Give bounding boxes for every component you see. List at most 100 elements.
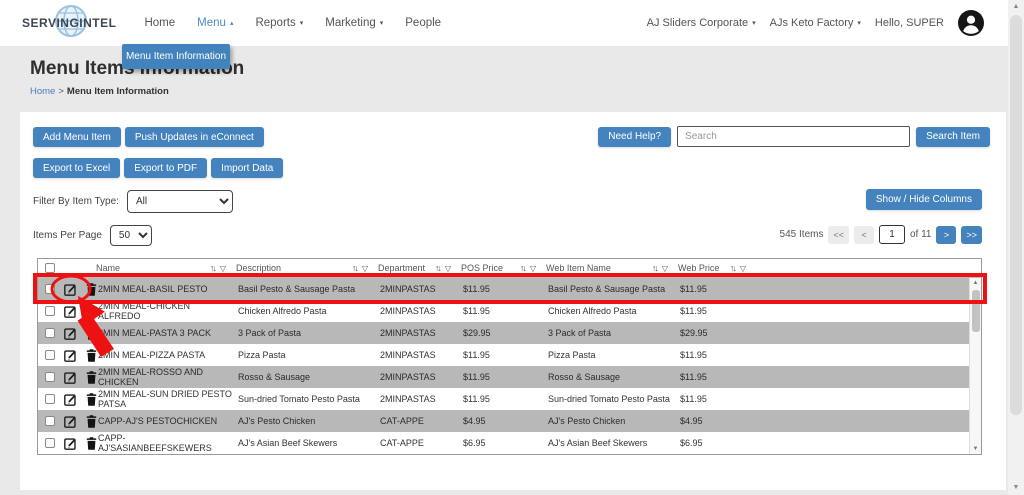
sort-icon[interactable]: ↑↓ <box>351 263 359 273</box>
row-checkbox[interactable] <box>45 328 55 338</box>
scroll-down-icon[interactable]: ▼ <box>1012 484 1020 491</box>
filter-icon[interactable]: ▽ <box>661 263 668 273</box>
sort-icon[interactable]: ↑↓ <box>434 263 442 273</box>
table-row: CAPP-AJ'SASIANBEEFSKEWERS AJ's Asian Beef… <box>38 432 981 454</box>
page-of-label: of 11 <box>909 229 932 240</box>
toolbar-row-1: Add Menu Item Push Updates in eConnect <box>33 127 264 147</box>
row-checkbox[interactable] <box>45 394 55 404</box>
filter-icon[interactable]: ▽ <box>219 263 226 273</box>
corporate-selector[interactable]: AJ Sliders Corporate ▾ <box>646 17 756 29</box>
row-actions <box>38 282 97 296</box>
sort-icon[interactable]: ↑↓ <box>209 263 217 273</box>
page-scrollbar-thumb[interactable] <box>1010 15 1022 415</box>
edit-icon[interactable] <box>64 371 77 384</box>
cell-pos-price: $11.95 <box>463 306 490 316</box>
nav-item-home[interactable]: Home <box>144 17 176 29</box>
table-row: 2MIN MEAL-ROSSO AND CHICKEN Rosso & Sausa… <box>38 366 981 388</box>
header-description: Description ↑↓ ▽ <box>236 263 368 273</box>
row-checkbox[interactable] <box>45 350 55 360</box>
row-checkbox[interactable] <box>45 284 55 294</box>
row-checkbox[interactable] <box>45 306 55 316</box>
select-all-checkbox[interactable] <box>45 263 55 273</box>
row-actions <box>38 436 99 450</box>
search-item-button[interactable]: Search Item <box>916 126 990 147</box>
row-checkbox[interactable] <box>45 416 55 426</box>
store-selector[interactable]: AJs Keto Factory ▾ <box>769 17 861 29</box>
cell-name: 2MIN MEAL-PIZZA PASTA <box>98 350 206 360</box>
need-help-button[interactable]: Need Help? <box>598 126 672 147</box>
breadcrumb-home-link[interactable]: Home <box>30 86 56 97</box>
cell-department: 2MINPASTAS <box>380 372 436 382</box>
push-updates-button[interactable]: Push Updates in eConnect <box>124 127 264 147</box>
edit-icon[interactable] <box>64 283 77 296</box>
sort-icon[interactable]: ↑↓ <box>729 263 737 273</box>
filter-icon[interactable]: ▽ <box>361 263 368 273</box>
cell-web-item-name: Basil Pesto & Sausage Pasta <box>548 284 666 294</box>
item-type-select[interactable]: All <box>126 190 233 213</box>
cell-description: Pizza Pasta <box>238 350 286 360</box>
filter-icon[interactable]: ▽ <box>444 263 451 273</box>
trash-icon[interactable] <box>86 414 99 428</box>
breadcrumb-current: Menu Item Information <box>66 86 169 97</box>
nav-item-reports[interactable]: Reports ▾ <box>255 17 304 29</box>
menu-dropdown-item[interactable]: Menu Item Information <box>122 44 230 69</box>
trash-icon[interactable] <box>86 436 99 450</box>
edit-icon[interactable] <box>64 327 77 340</box>
cell-pos-price: $11.95 <box>463 394 490 404</box>
page-number-input[interactable] <box>878 225 905 244</box>
prev-page-button[interactable]: < <box>853 225 874 244</box>
import-data-button[interactable]: Import Data <box>211 158 284 178</box>
brand-logo[interactable]: SERVINGINTEL <box>22 5 116 37</box>
row-checkbox[interactable] <box>45 438 55 448</box>
table-body: 2MIN MEAL-BASIL PESTO Basil Pesto & Sausa… <box>38 278 981 454</box>
items-per-page-select[interactable]: 50 <box>109 225 152 246</box>
cell-name: CAPP-AJ'S PESTOCHICKEN <box>98 416 218 426</box>
scroll-down-icon[interactable]: ▼ <box>972 446 979 452</box>
scrollbar-thumb[interactable] <box>971 290 980 332</box>
cell-web-price: $11.95 <box>680 350 707 360</box>
add-menu-item-button[interactable]: Add Menu Item <box>33 127 121 147</box>
sort-icon[interactable]: ↑↓ <box>651 263 659 273</box>
cell-web-item-name: AJ's Pesto Chicken <box>548 416 626 426</box>
scroll-up-icon[interactable]: ▲ <box>1012 3 1020 10</box>
export-pdf-button[interactable]: Export to PDF <box>124 158 208 178</box>
top-navbar: SERVINGINTEL Home Menu ▴ Reports ▾ Marketi… <box>0 0 1008 46</box>
trash-icon[interactable] <box>86 370 99 384</box>
nav-item-people[interactable]: People <box>405 17 442 29</box>
nav-right: AJ Sliders Corporate ▾ AJs Keto Factory ▾ … <box>647 0 984 46</box>
nav-item-marketing[interactable]: Marketing ▾ <box>325 17 384 29</box>
edit-icon[interactable] <box>64 393 77 406</box>
next-page-button[interactable]: > <box>936 225 957 244</box>
sort-icon[interactable]: ↑↓ <box>519 263 527 273</box>
page-scrollbar[interactable]: ▲ ▼ <box>1008 0 1024 495</box>
filter-icon[interactable]: ▽ <box>529 263 536 273</box>
edit-icon[interactable] <box>64 415 77 428</box>
show-hide-columns-button[interactable]: Show / Hide Columns <box>865 189 982 210</box>
cell-pos-price: $11.95 <box>463 284 490 294</box>
cell-name: 2MIN MEAL-BASIL PESTO <box>98 284 208 294</box>
last-page-button[interactable]: >> <box>961 225 982 244</box>
cell-department: 2MINPASTAS <box>380 284 436 294</box>
edit-icon[interactable] <box>64 437 77 450</box>
row-checkbox[interactable] <box>45 372 55 382</box>
cell-description: AJ's Asian Beef Skewers <box>238 438 338 448</box>
nav-item-menu[interactable]: Menu ▴ <box>197 17 234 29</box>
cell-name: 2MIN MEAL-PASTA 3 PACK <box>98 328 212 338</box>
cell-web-item-name: AJ's Asian Beef Skewers <box>548 438 648 448</box>
trash-icon[interactable] <box>86 392 99 406</box>
table-row: 2MIN MEAL-PIZZA PASTA Pizza Pasta 2MINPAST… <box>38 344 981 366</box>
edit-icon[interactable] <box>64 305 77 318</box>
edit-icon[interactable] <box>64 349 77 362</box>
cell-web-item-name: Rosso & Sausage <box>548 372 621 382</box>
search-input[interactable] <box>677 126 911 147</box>
export-excel-button[interactable]: Export to Excel <box>33 158 121 178</box>
chevron-up-icon: ▴ <box>229 20 234 27</box>
cell-description: 3 Pack of Pasta <box>238 328 302 338</box>
user-greeting: Hello, SUPER <box>874 17 944 29</box>
user-avatar-icon[interactable] <box>958 10 984 36</box>
table-scrollbar[interactable]: ▲ ▼ <box>969 278 981 454</box>
filter-icon[interactable]: ▽ <box>739 263 746 273</box>
header-department: Department ↑↓ ▽ <box>378 263 451 273</box>
first-page-button[interactable]: << <box>828 225 849 244</box>
scroll-up-icon[interactable]: ▲ <box>972 280 979 286</box>
